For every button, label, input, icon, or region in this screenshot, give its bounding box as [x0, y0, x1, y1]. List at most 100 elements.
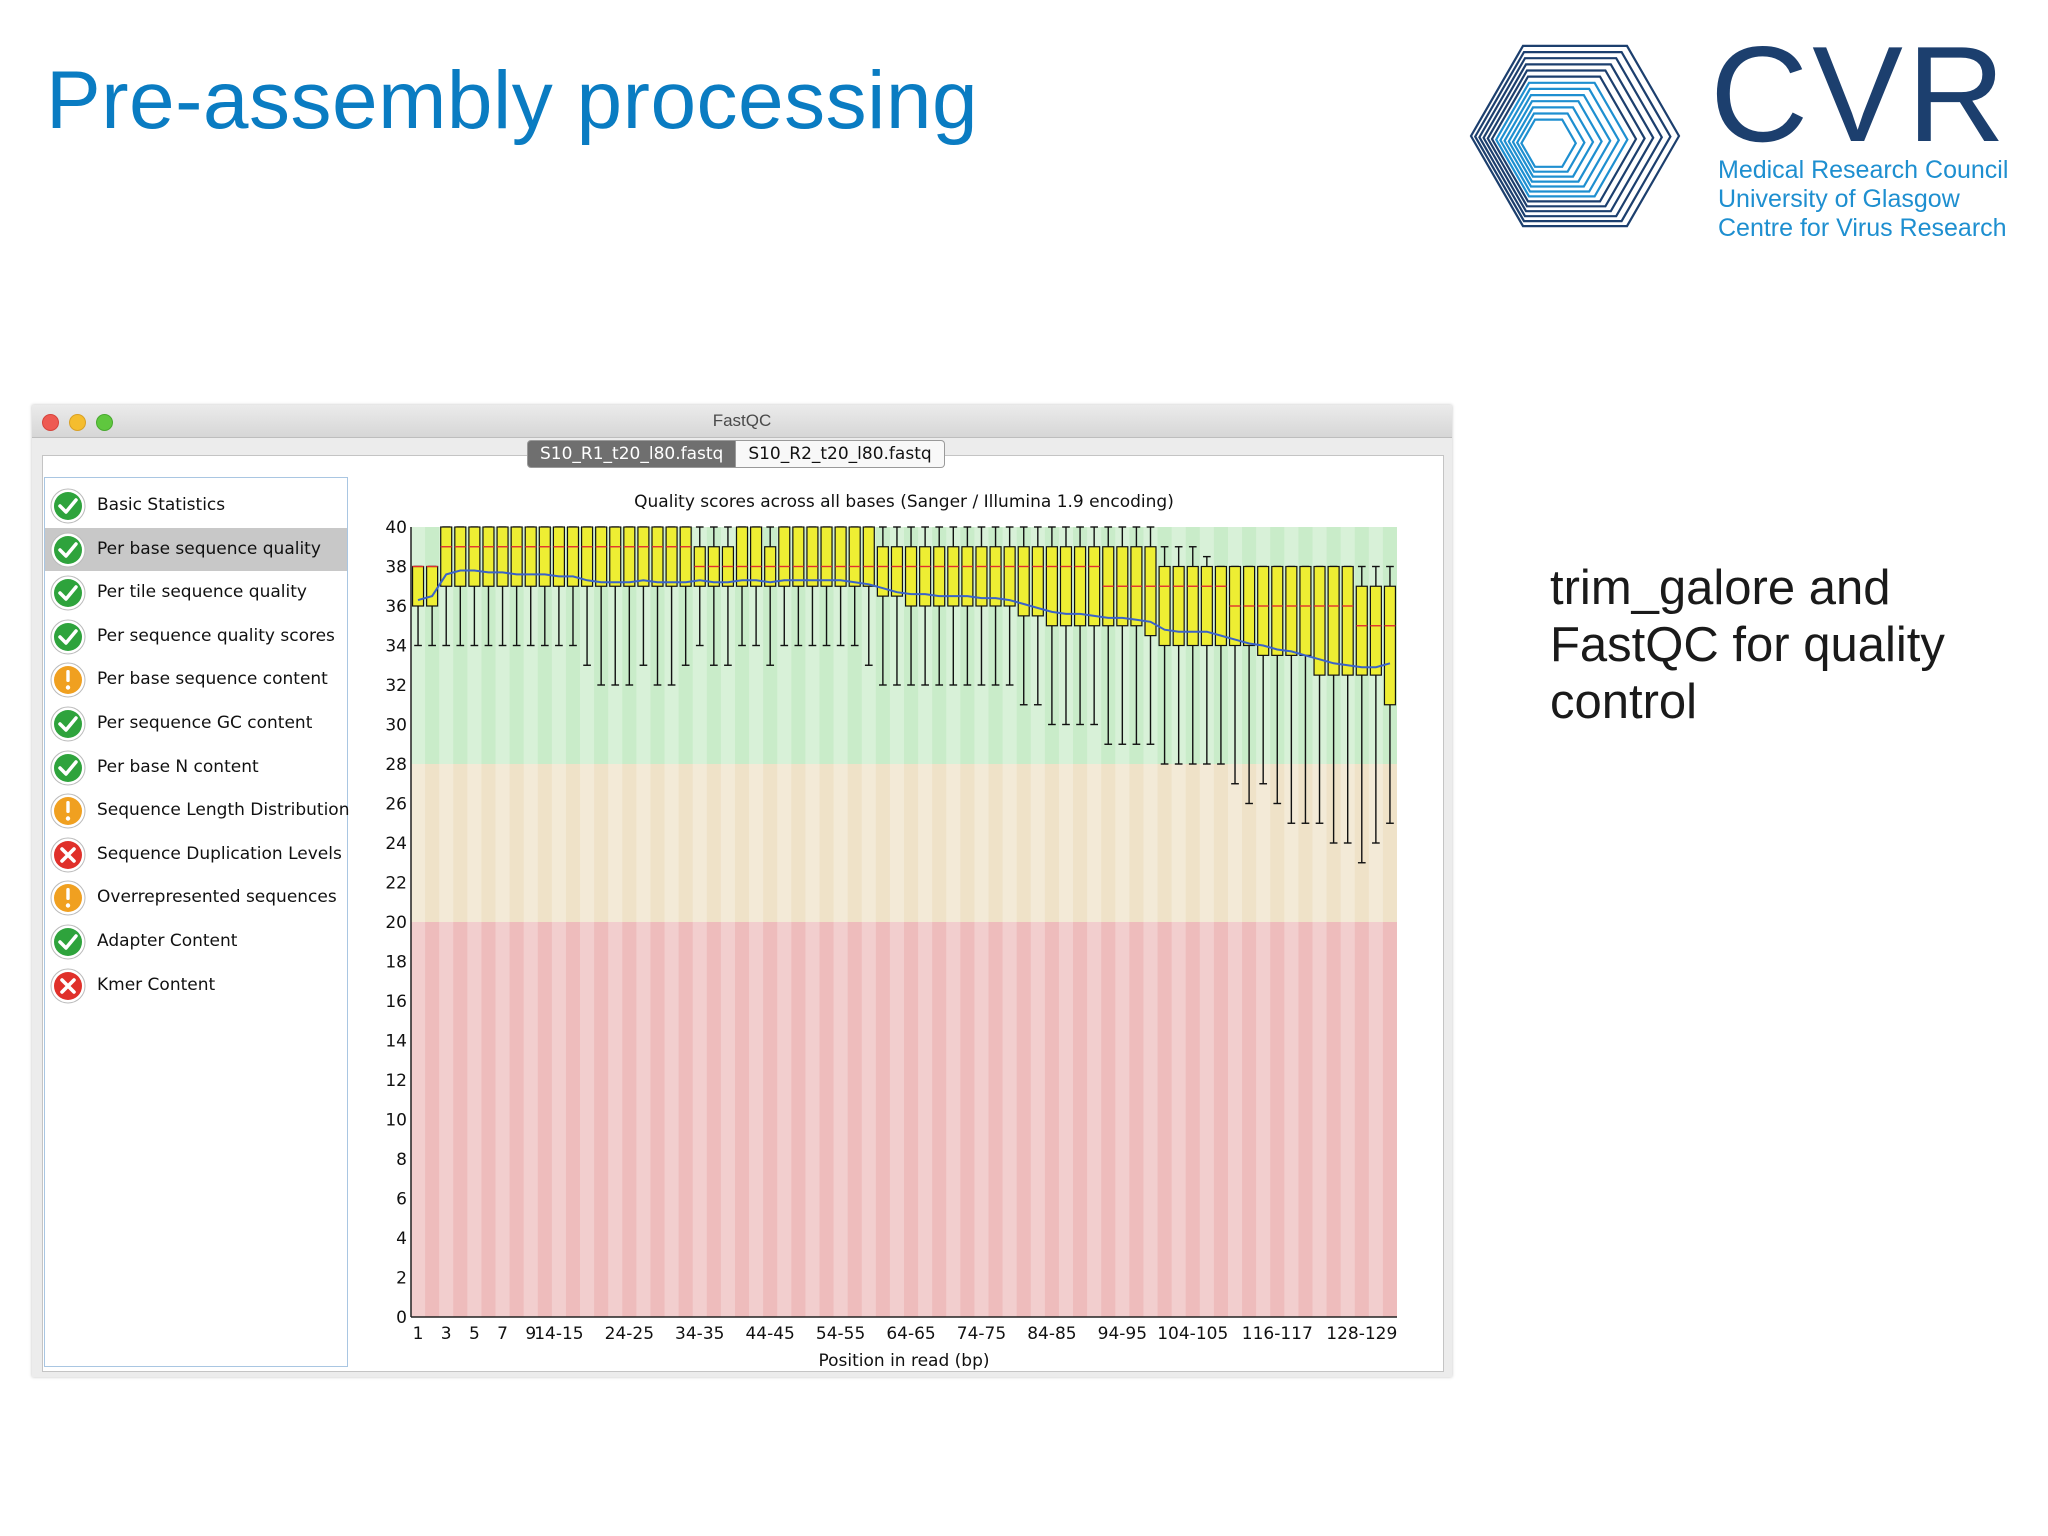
- module-item[interactable]: Per base sequence content: [45, 658, 347, 701]
- fastqc-window: FastQC S10_R1_t20_l80.fastq S10_R2_t20_l…: [32, 405, 1452, 1377]
- box-position: [933, 526, 946, 686]
- column-stripe: [861, 527, 876, 1317]
- logo-line-1: Medical Research Council: [1718, 156, 2009, 184]
- module-item[interactable]: Adapter Content: [45, 920, 347, 963]
- zoom-window-button[interactable]: [96, 414, 113, 431]
- y-tick-label: 32: [385, 676, 407, 696]
- logo-hex-ring: [1469, 44, 1681, 228]
- y-tick-label: 16: [385, 992, 407, 1012]
- x-tick-label: 24-25: [605, 1324, 654, 1344]
- box-position: [440, 526, 453, 647]
- box-position: [1003, 526, 1016, 686]
- x-tick-label: 44-45: [745, 1324, 794, 1344]
- y-tick-label: 14: [385, 1032, 407, 1052]
- module-item[interactable]: Per base N content: [45, 746, 347, 789]
- side-caption: trim_galore and FastQC for quality contr…: [1550, 561, 1945, 729]
- column-stripe: [805, 527, 820, 1317]
- column-stripe: [608, 527, 623, 1317]
- box-position: [820, 526, 833, 647]
- module-item[interactable]: Per sequence quality scores: [45, 615, 347, 658]
- box-position: [651, 526, 664, 686]
- x-tick-label: 1: [413, 1324, 424, 1344]
- check-icon: [50, 924, 86, 960]
- box-position: [876, 526, 889, 686]
- module-label: Per base N content: [97, 756, 259, 777]
- x-axis-label: Position in read (bp): [818, 1351, 989, 1371]
- box-position: [496, 526, 509, 647]
- module-item[interactable]: Per sequence GC content: [45, 702, 347, 745]
- module-item[interactable]: Sequence Length Distribution: [45, 789, 350, 832]
- column-stripe: [692, 527, 707, 1317]
- tab-file-r1[interactable]: S10_R1_t20_l80.fastq: [527, 440, 737, 468]
- module-item[interactable]: Per tile sequence quality: [45, 571, 347, 614]
- box-position: [411, 565, 425, 647]
- box-position: [890, 526, 904, 686]
- column-stripe: [636, 527, 651, 1317]
- column-stripe: [580, 527, 595, 1317]
- y-tick-label: 24: [385, 834, 407, 854]
- chart-title: Quality scores across all bases (Sanger …: [634, 492, 1174, 512]
- error-icon: [50, 837, 86, 873]
- close-window-button[interactable]: [42, 414, 59, 431]
- x-tick-label: 54-55: [816, 1324, 865, 1344]
- column-stripe: [411, 527, 426, 1317]
- tab-file-r2[interactable]: S10_R2_t20_l80.fastq: [736, 440, 945, 468]
- y-tick-label: 30: [385, 716, 407, 736]
- box-position: [806, 526, 819, 647]
- module-item[interactable]: Overrepresented sequences: [45, 876, 347, 919]
- module-label: Per base sequence content: [97, 669, 328, 690]
- column-stripe: [467, 527, 482, 1317]
- minimize-window-button[interactable]: [69, 414, 86, 431]
- column-stripe: [439, 527, 454, 1317]
- box-position: [735, 526, 749, 647]
- box-position: [1073, 526, 1087, 726]
- x-tick-label: 14-15: [534, 1324, 583, 1344]
- column-stripe: [918, 527, 933, 1317]
- module-item[interactable]: Kmer Content: [45, 964, 347, 1007]
- box-position: [1355, 565, 1368, 864]
- box-position: [426, 565, 439, 647]
- warning-icon: [50, 793, 86, 829]
- box-position: [947, 526, 960, 686]
- box-position: [1017, 526, 1030, 706]
- box-position: [1285, 565, 1298, 824]
- box-position: [510, 526, 523, 647]
- box-position: [1228, 565, 1242, 785]
- box-position: [721, 526, 735, 666]
- box-position: [1172, 546, 1185, 765]
- warning-icon: [50, 880, 86, 916]
- box-position: [1116, 526, 1129, 745]
- logo-line-2: University of Glasgow: [1718, 185, 1960, 213]
- column-stripe: [1368, 527, 1383, 1317]
- box-position: [1158, 546, 1171, 765]
- column-stripe: [1199, 527, 1214, 1317]
- x-tick-label: 104-105: [1157, 1324, 1228, 1344]
- box-position: [1059, 526, 1073, 726]
- y-tick-label: 34: [385, 637, 407, 657]
- column-stripe: [946, 527, 961, 1317]
- box-position: [468, 526, 481, 647]
- box-position: [1214, 565, 1228, 765]
- module-label: Sequence Length Distribution: [97, 800, 350, 821]
- box-position: [1088, 526, 1101, 726]
- logo-hex-ring: [1499, 87, 1621, 193]
- module-label: Per sequence quality scores: [97, 625, 335, 646]
- module-item[interactable]: Sequence Duplication Levels: [45, 833, 347, 876]
- window-title: FastQC: [712, 411, 772, 430]
- module-item[interactable]: Basic Statistics: [45, 484, 347, 527]
- column-stripe: [664, 527, 679, 1317]
- column-stripe: [495, 527, 510, 1317]
- x-tick-label: 128-129: [1326, 1324, 1397, 1344]
- module-label: Sequence Duplication Levels: [97, 843, 342, 864]
- logo-hex-ring: [1486, 69, 1646, 208]
- column-stripe: [1340, 527, 1355, 1317]
- y-tick-label: 28: [385, 755, 407, 775]
- box-position: [1383, 565, 1397, 824]
- box-position: [1031, 526, 1044, 706]
- box-position: [904, 526, 918, 686]
- warning-icon: [50, 662, 86, 698]
- check-icon: [50, 619, 86, 655]
- x-tick-label: 74-75: [957, 1324, 1006, 1344]
- logo-name: CVR: [1710, 18, 2010, 170]
- module-item[interactable]: Per base sequence quality: [45, 527, 347, 571]
